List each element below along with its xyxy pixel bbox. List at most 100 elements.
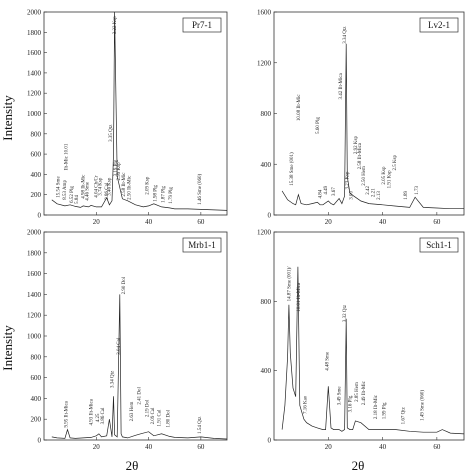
peak-label: 1.87 Plg (161, 186, 166, 203)
panel-label: Lv2-1 (428, 20, 450, 30)
peak-label: 2.90 Dol (122, 276, 127, 294)
peak-label: 4.46 Sme (85, 181, 90, 201)
peak-label: 1.73 (415, 185, 420, 194)
y-tick-label: 0 (38, 212, 42, 220)
peak-label: 2.41 Dol (138, 386, 143, 404)
plot-frame (273, 11, 465, 216)
peak-label: 3.34 Qtz (111, 370, 116, 388)
peak-label: 2.58 Ilt-Mica (358, 142, 363, 169)
y-tick-label: 200 (31, 191, 42, 199)
peak-label: 3.32 Qtz (343, 304, 348, 322)
peak-label: 3.46 Ksp (108, 177, 113, 196)
y-tick-label: 400 (261, 161, 272, 169)
peak-label: 3.67 (332, 187, 337, 196)
peak-label: 5.84 (75, 195, 80, 204)
diffraction-line (51, 294, 228, 440)
peak-label: 2.5 Ksp (393, 155, 398, 171)
peak-label: 2.18 Ilt-Mic (374, 394, 379, 419)
x-tick-label: 20 (325, 443, 333, 451)
peak-label: 3.86 Cal (105, 182, 110, 200)
y-tick-label: 400 (31, 395, 42, 403)
x-tick-label: 40 (379, 443, 387, 451)
peak-label: 2.42 (366, 185, 371, 194)
peak-label: 3.23 Ksp (346, 171, 351, 190)
y-tick-label: 1200 (27, 90, 42, 98)
x-tick-label: 20 (93, 218, 101, 226)
y-tick-label: 800 (261, 298, 272, 306)
peak-label: 4.04 Ch/Cr (95, 175, 100, 198)
peak-label: 2.50 Ilt-Mic (127, 175, 132, 200)
peak-label: 1.80 Dol (167, 409, 172, 427)
y-tick-label: 600 (31, 151, 42, 159)
peak-label: 3.42 Ilt-Mica (339, 72, 344, 99)
peak-label: 2.19 Dol (146, 399, 151, 417)
peak-label: 1.91 Ksp (388, 170, 393, 189)
y-tick-label: 200 (31, 416, 42, 424)
y-tick-label: 600 (31, 374, 42, 382)
x-tick-label: 60 (197, 443, 205, 451)
diffraction-line (281, 266, 465, 435)
peak-label: 2.09 Ksp (146, 176, 151, 195)
peak-label: 3.35 Qtz (109, 124, 114, 142)
peak-label: 1.54 Qtz (198, 416, 203, 434)
y-tick-label: 1800 (27, 29, 42, 37)
peak-label: 2.92 Ksp (354, 136, 359, 155)
panel-label-box (419, 17, 459, 33)
x-tick-label: 20 (93, 443, 101, 451)
x-tick-label: 20 (325, 218, 333, 226)
y-tick-label: 800 (31, 130, 42, 138)
peak-label: 8.53 Amp (63, 180, 68, 200)
diffraction-line (51, 11, 228, 211)
peak-label: 4.49 (324, 185, 329, 194)
y-tick-label: 1200 (27, 312, 42, 320)
y-tick-label: 1800 (27, 249, 42, 257)
peak-label: 1.99 Plg (382, 402, 387, 419)
peak-label: 6.52 Plg (70, 186, 75, 203)
peak-label: 3.49 Sme (338, 386, 343, 406)
y-tick-label: 800 (31, 353, 42, 361)
peak-label: 2.09 Cal (151, 407, 156, 425)
y-tick-label: 1600 (27, 49, 42, 57)
y-tick-label: 1000 (27, 333, 42, 341)
y-tick-label: 1400 (27, 291, 42, 299)
peak-label: 3.04 Cal (117, 337, 122, 355)
x-tick-label: 60 (433, 218, 441, 226)
x-tick-label: 40 (145, 218, 153, 226)
panel-label-box (182, 237, 222, 253)
peak-label: 3.22 Ksp (113, 16, 118, 35)
y-axis-title-top: Intensity (0, 95, 15, 141)
x-tick-label: 40 (379, 218, 387, 226)
peak-label: 1.79 Plg (169, 187, 174, 204)
y-tick-label: 1200 (257, 229, 272, 237)
peak-label: 1.67 Qtz (401, 406, 406, 424)
peak-label: 2.49 Ilt-Mic (362, 380, 367, 405)
x-tick-label: 60 (197, 218, 205, 226)
peak-label: 1.91 Cal (157, 409, 162, 427)
panel-label: Mrb1-1 (188, 240, 216, 250)
peak-label: 2.50 Hem (362, 166, 367, 186)
y-tick-label: 2000 (27, 9, 42, 17)
y-tick-label: 0 (38, 437, 42, 445)
peak-label: 3.19 Plg (114, 159, 119, 176)
peak-label: 4.98 Ilt-Mic (81, 174, 86, 199)
peak-label: 14.87 Sme (001)/ (287, 266, 292, 301)
y-tick-label: 2000 (27, 229, 42, 237)
peak-label: 9.95 Ilt-Mica (65, 400, 70, 427)
y-tick-label: 400 (261, 367, 272, 375)
peak-label: 3.34 Qtz (343, 26, 348, 44)
y-axis-title-bottom: Intensity (0, 325, 15, 371)
plot-frame (43, 231, 228, 441)
peak-label: 7.16 Kao (304, 395, 309, 414)
peak-label: 4.25 (96, 413, 101, 422)
peak-label: 15.38 Sme (001) (290, 152, 295, 186)
peak-label: 10.01 Ilt-Mica (297, 282, 302, 312)
y-tick-label: 0 (268, 437, 272, 445)
y-tick-label: 400 (31, 171, 42, 179)
peak-label: 10.08 Ilt-Mic (297, 94, 302, 121)
x-tick-label: 40 (145, 443, 153, 451)
y-tick-label: 0 (268, 212, 272, 220)
peak-label: 2.58 Ilt-Mic (122, 172, 127, 197)
peak-label: 3.16 Plg (348, 395, 353, 412)
panel-label-box (182, 17, 222, 33)
y-tick-label: 800 (261, 110, 272, 118)
